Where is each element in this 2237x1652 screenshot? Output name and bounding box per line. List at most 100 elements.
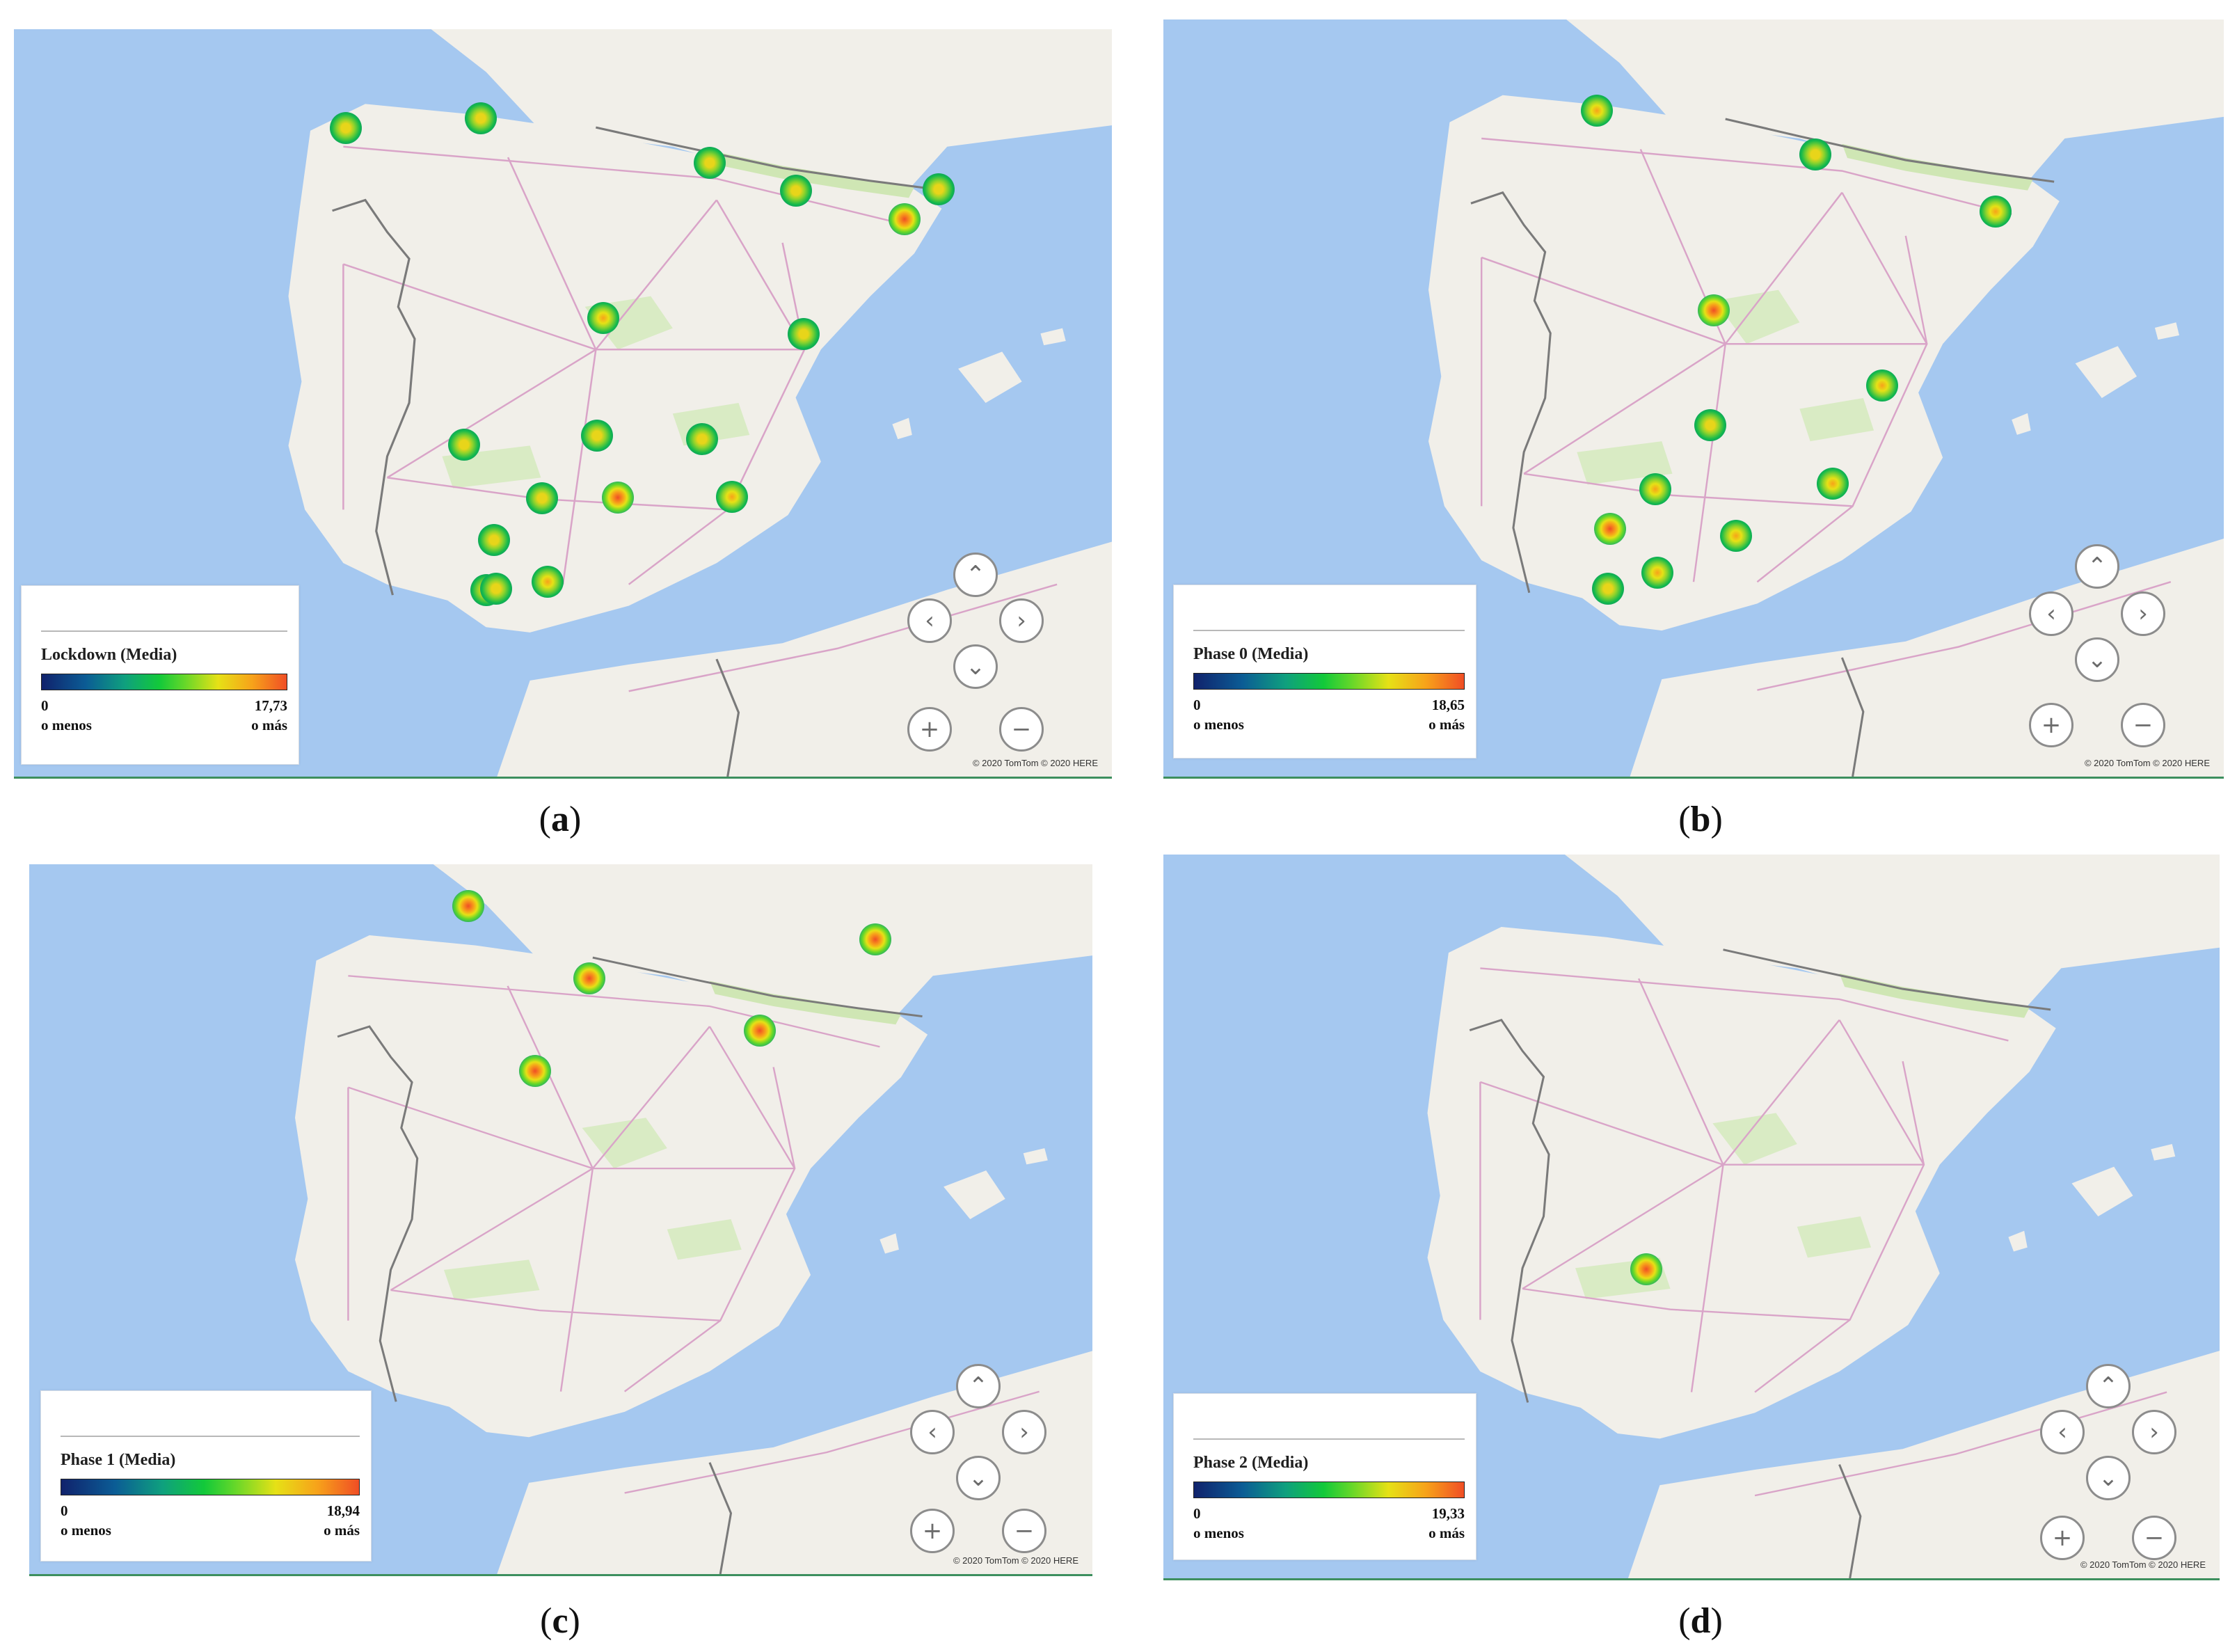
map-canvas[interactable]: Lockdown (Media) 0 17,73 o menos o más ⌃…	[14, 29, 1112, 779]
hotspot[interactable]	[1799, 138, 1832, 170]
legend-max-label: o más	[1428, 1525, 1465, 1541]
caption-letter: c	[552, 1601, 568, 1641]
hotspot[interactable]	[329, 111, 362, 144]
pan-left-button[interactable]: ‹	[910, 1410, 955, 1454]
hotspot[interactable]	[587, 301, 620, 334]
mallorca-island	[2071, 1166, 2133, 1216]
france-border	[592, 956, 923, 1018]
zoom-in-button[interactable]: +	[2040, 1516, 2085, 1560]
hotspot[interactable]	[1593, 513, 1626, 546]
hotspot[interactable]	[1630, 1253, 1662, 1285]
legend-divider	[41, 630, 287, 632]
map-panel-b: Phase 0 (Media) 0 18,65 o menos o más ⌃ …	[1163, 19, 2224, 779]
hotspot[interactable]	[580, 420, 613, 452]
hotspot[interactable]	[452, 890, 485, 923]
hotspot[interactable]	[1641, 557, 1674, 589]
hotspot[interactable]	[1719, 520, 1752, 553]
zoom-out-button[interactable]: −	[999, 707, 1044, 752]
forest-patch	[1714, 289, 1800, 344]
pan-up-button[interactable]: ⌃	[2086, 1364, 2131, 1408]
pan-up-button[interactable]: ⌃	[953, 553, 998, 597]
hotspot[interactable]	[1980, 196, 2012, 228]
forest-patch	[1712, 1113, 1797, 1165]
hotspot[interactable]	[477, 523, 510, 556]
north-africa-landmass	[1630, 539, 2224, 777]
legend-min-value: 0	[1193, 697, 1201, 713]
hotspot[interactable]	[888, 202, 921, 235]
pan-down-button[interactable]: ⌄	[2086, 1456, 2131, 1500]
pan-down-button[interactable]: ⌄	[956, 1456, 1001, 1500]
hotspot[interactable]	[1581, 94, 1614, 127]
map-attribution: © 2020 TomTom © 2020 HERE	[953, 1555, 1078, 1566]
hotspot[interactable]	[1697, 294, 1730, 326]
ibiza-island	[2008, 1230, 2028, 1252]
pan-right-button[interactable]: ›	[2132, 1410, 2176, 1454]
legend-max-value: 18,65	[1431, 697, 1465, 713]
hotspot[interactable]	[716, 481, 748, 514]
hotspot[interactable]	[686, 422, 719, 455]
mallorca-island	[2075, 346, 2138, 398]
pan-left-button[interactable]: ‹	[907, 598, 952, 643]
zoom-in-button[interactable]: +	[907, 707, 952, 752]
menorca-island	[2154, 322, 2179, 340]
legend-max-value: 19,33	[1431, 1505, 1465, 1522]
hotspot[interactable]	[743, 1014, 776, 1047]
hotspot[interactable]	[601, 482, 634, 514]
panel-caption-b: (b)	[1678, 800, 1723, 839]
pan-down-button[interactable]: ⌄	[953, 644, 998, 689]
map-canvas[interactable]: Phase 1 (Media) 0 18,94 o menos o más ⌃ …	[29, 864, 1092, 1576]
pan-right-button[interactable]: ›	[2121, 591, 2165, 636]
road-network	[1479, 967, 2167, 1497]
hotspot[interactable]	[1866, 369, 1899, 402]
hotspot[interactable]	[1591, 573, 1624, 605]
hotspot[interactable]	[1639, 472, 1672, 505]
pan-up-button[interactable]: ⌃	[2075, 544, 2119, 589]
legend: Phase 2 (Media) 0 19,33 o menos o más	[1173, 1393, 1476, 1560]
map-panel-d: Phase 2 (Media) 0 19,33 o menos o más ⌃ …	[1163, 855, 2220, 1580]
legend-max-value: 17,73	[254, 697, 287, 714]
menorca-island	[2151, 1144, 2176, 1161]
hotspot[interactable]	[859, 923, 892, 956]
menorca-island	[1023, 1148, 1048, 1165]
hotspot[interactable]	[787, 318, 820, 351]
caption-letter: d	[1690, 1601, 1711, 1641]
hotspot[interactable]	[447, 429, 480, 461]
hotspot[interactable]	[464, 102, 497, 134]
road-network	[347, 975, 1040, 1494]
legend-divider	[1193, 1438, 1465, 1440]
zoom-out-button[interactable]: −	[2132, 1516, 2176, 1560]
hotspot[interactable]	[573, 962, 606, 995]
zoom-in-button[interactable]: +	[910, 1509, 955, 1553]
iberia-landmass	[1427, 927, 2056, 1439]
hotspot[interactable]	[779, 174, 812, 207]
hotspot[interactable]	[526, 482, 559, 515]
hotspot[interactable]	[479, 573, 512, 605]
map-canvas[interactable]: Phase 0 (Media) 0 18,65 o menos o más ⌃ …	[1163, 19, 2224, 779]
hotspot[interactable]	[519, 1054, 552, 1087]
map-panel-a: Lockdown (Media) 0 17,73 o menos o más ⌃…	[14, 29, 1112, 779]
zoom-out-button[interactable]: −	[1002, 1509, 1046, 1553]
hotspot[interactable]	[694, 147, 726, 180]
ibiza-island	[892, 418, 912, 440]
hotspot[interactable]	[922, 173, 955, 205]
hotspot[interactable]	[1694, 409, 1727, 442]
pan-right-button[interactable]: ›	[999, 598, 1044, 643]
zoom-in-button[interactable]: +	[2029, 703, 2073, 747]
portugal-border	[1469, 1018, 1550, 1403]
hotspot[interactable]	[1816, 467, 1849, 500]
france-landmass	[431, 29, 1112, 190]
pan-down-button[interactable]: ⌄	[2075, 637, 2119, 682]
hotspot[interactable]	[531, 565, 564, 598]
pan-left-button[interactable]: ‹	[2040, 1410, 2085, 1454]
legend-min-label: o menos	[1193, 1525, 1244, 1541]
pan-up-button[interactable]: ⌃	[956, 1364, 1001, 1408]
pan-right-button[interactable]: ›	[1002, 1410, 1046, 1454]
zoom-out-button[interactable]: −	[2121, 703, 2165, 747]
map-canvas[interactable]: Phase 2 (Media) 0 19,33 o menos o más ⌃ …	[1163, 855, 2220, 1580]
forest-patch	[443, 1260, 540, 1301]
legend-title: Phase 1 (Media)	[61, 1451, 176, 1469]
france-landmass	[1566, 19, 2224, 182]
portugal-border	[332, 198, 416, 596]
panel-caption-c: (c)	[540, 1601, 580, 1641]
pan-left-button[interactable]: ‹	[2029, 591, 2073, 636]
